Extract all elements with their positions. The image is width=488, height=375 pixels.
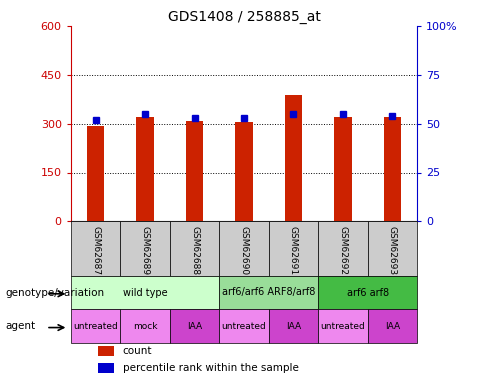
Text: genotype/variation: genotype/variation bbox=[5, 288, 104, 297]
Text: untreated: untreated bbox=[222, 322, 266, 331]
Text: count: count bbox=[123, 346, 152, 356]
Bar bbox=[120, 221, 170, 276]
Bar bbox=[170, 309, 219, 343]
Bar bbox=[285, 94, 302, 221]
Text: GSM62688: GSM62688 bbox=[190, 226, 199, 275]
Bar bbox=[219, 309, 269, 343]
Bar bbox=[269, 309, 318, 343]
Text: arf6 arf8: arf6 arf8 bbox=[346, 288, 389, 297]
Bar bbox=[87, 126, 104, 221]
Bar bbox=[71, 309, 120, 343]
Text: untreated: untreated bbox=[321, 322, 366, 331]
Text: agent: agent bbox=[5, 321, 35, 331]
Bar bbox=[219, 221, 269, 276]
Bar bbox=[384, 117, 401, 221]
Bar bbox=[186, 121, 203, 221]
Bar bbox=[99, 346, 114, 356]
Text: IAA: IAA bbox=[187, 322, 202, 331]
Text: IAA: IAA bbox=[286, 322, 301, 331]
Bar bbox=[368, 221, 417, 276]
Text: percentile rank within the sample: percentile rank within the sample bbox=[123, 363, 299, 373]
Bar bbox=[99, 363, 114, 374]
Bar bbox=[219, 276, 318, 309]
Text: untreated: untreated bbox=[73, 322, 118, 331]
Text: wild type: wild type bbox=[122, 288, 167, 297]
Text: GSM62692: GSM62692 bbox=[339, 226, 347, 274]
Bar bbox=[368, 309, 417, 343]
Bar bbox=[120, 309, 170, 343]
Text: GSM62690: GSM62690 bbox=[240, 226, 248, 275]
Bar bbox=[71, 276, 219, 309]
Bar bbox=[334, 117, 352, 221]
Bar bbox=[318, 221, 368, 276]
Bar bbox=[269, 221, 318, 276]
Bar bbox=[318, 276, 417, 309]
Text: GSM62691: GSM62691 bbox=[289, 226, 298, 275]
Text: GSM62693: GSM62693 bbox=[388, 226, 397, 275]
Bar bbox=[318, 309, 368, 343]
Bar bbox=[136, 117, 154, 221]
Title: GDS1408 / 258885_at: GDS1408 / 258885_at bbox=[167, 10, 321, 24]
Text: mock: mock bbox=[133, 322, 157, 331]
Text: IAA: IAA bbox=[385, 322, 400, 331]
Bar bbox=[235, 122, 253, 221]
Bar bbox=[71, 221, 120, 276]
Text: GSM62689: GSM62689 bbox=[141, 226, 149, 275]
Bar bbox=[170, 221, 219, 276]
Text: GSM62687: GSM62687 bbox=[91, 226, 100, 275]
Text: arf6/arf6 ARF8/arf8: arf6/arf6 ARF8/arf8 bbox=[222, 288, 315, 297]
